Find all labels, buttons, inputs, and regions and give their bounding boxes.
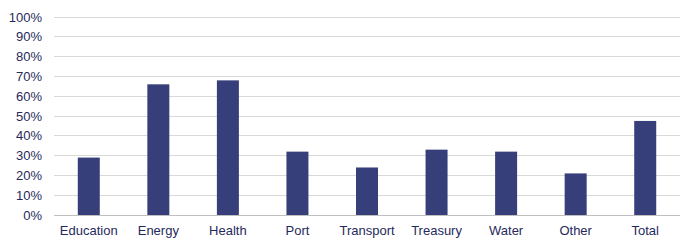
y-tick-label: 30%	[16, 148, 42, 163]
y-tick-label: 70%	[16, 69, 42, 84]
chart: 0% 10% 20% 30% 40% 50% 60% 70% 80% 90% 100% Educati…	[0, 0, 700, 243]
x-tick-label: Port	[286, 223, 310, 238]
x-tick-label: Transport	[339, 223, 395, 238]
y-tick-label: 90%	[16, 29, 42, 44]
grid-line	[54, 36, 680, 37]
bar	[634, 121, 656, 215]
bar	[565, 173, 587, 215]
bar	[217, 80, 239, 215]
x-axis: Education Energy Health Port Transport Treasu…	[60, 223, 659, 238]
grid	[54, 17, 680, 215]
bar	[147, 84, 169, 215]
bar	[426, 150, 448, 215]
y-tick-label: 0%	[23, 208, 42, 223]
grid-line	[54, 76, 680, 77]
bar	[356, 167, 378, 215]
bar	[78, 158, 100, 215]
x-tick-label: Total	[631, 223, 659, 238]
y-tick-label: 10%	[16, 188, 42, 203]
x-tick-label: Energy	[138, 223, 180, 238]
grid-line	[54, 56, 680, 57]
y-axis: 0% 10% 20% 30% 40% 50% 60% 70% 80% 90% 100%	[9, 10, 43, 223]
x-tick-label: Treasury	[411, 223, 462, 238]
x-tick-label: Health	[209, 223, 247, 238]
y-tick-label: 100%	[9, 10, 43, 25]
bars	[78, 80, 656, 215]
grid-line	[54, 17, 680, 18]
x-tick-label: Education	[60, 223, 118, 238]
x-tick-label: Water	[489, 223, 524, 238]
bar	[495, 152, 517, 215]
y-tick-label: 80%	[16, 49, 42, 64]
y-tick-label: 60%	[16, 89, 42, 104]
y-tick-label: 40%	[16, 128, 42, 143]
bar	[286, 152, 308, 215]
x-tick-label: Other	[559, 223, 592, 238]
y-tick-label: 20%	[16, 168, 42, 183]
y-tick-label: 50%	[16, 109, 42, 124]
